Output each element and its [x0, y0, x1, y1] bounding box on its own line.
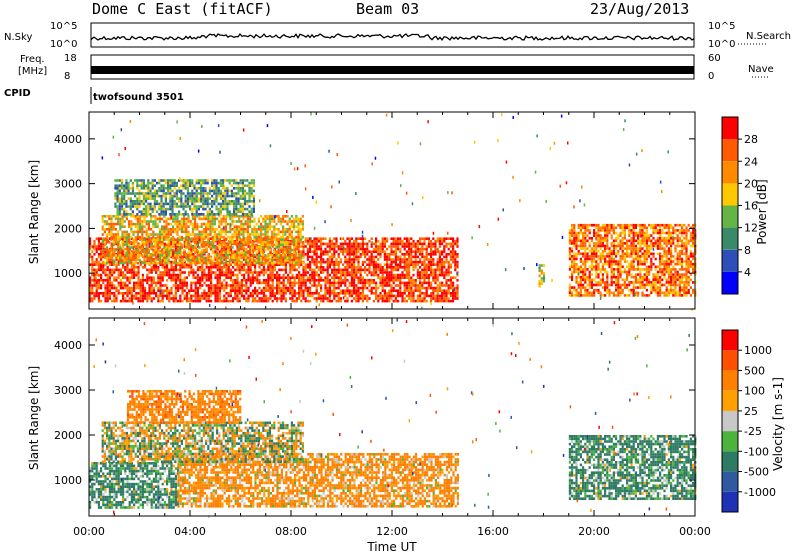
colorbar-swatch	[722, 330, 738, 351]
freq-trace	[91, 66, 694, 74]
colorbar-swatch	[722, 183, 738, 206]
freq-unit-label: [MHz]	[18, 66, 48, 77]
time-tick-label: 04:00	[174, 525, 206, 538]
colorbar-swatch	[722, 139, 738, 162]
power-speckle	[92, 112, 693, 311]
nave-tick-bottom: 0	[708, 71, 715, 82]
nave-tick-top: 60	[708, 53, 721, 64]
power-ylabel: Slant Range [km]	[27, 160, 41, 264]
colorbar-swatch	[722, 205, 738, 228]
power-echo-region-3	[568, 223, 697, 297]
power-echo-region-1	[101, 215, 304, 265]
beam-title: Beam 03	[356, 0, 420, 18]
time-tick-label: 00:00	[73, 525, 105, 538]
velocity-colorbar: 1000 500 100 25 -25 -100 -500 -1000	[721, 329, 776, 513]
colorbar-swatch	[722, 370, 738, 391]
power-ytick-label: 2000	[54, 222, 82, 235]
freq-tick-top: 18	[64, 53, 77, 64]
colorbar-swatch	[722, 117, 738, 140]
colorbar-swatch	[722, 491, 738, 512]
colorbar-tick-label: 100	[744, 385, 765, 398]
nsky-strip-frame	[90, 22, 695, 48]
colorbar-tick-label: -1000	[744, 486, 776, 499]
velocity-speckle	[93, 318, 690, 519]
colorbar-swatch	[722, 249, 738, 272]
velocity-ytick-label: 1000	[54, 474, 82, 487]
site-title: Dome C East (fitACF)	[92, 0, 273, 18]
power-ytick-label: 3000	[54, 178, 82, 191]
colorbar-tick-label: 4	[744, 266, 751, 279]
time-tick-label: 08:00	[275, 525, 307, 538]
colorbar-swatch	[722, 161, 738, 184]
nave-label: Nave	[748, 64, 774, 75]
colorbar-tick-label: 8	[744, 244, 751, 257]
nsky-trace	[90, 33, 695, 42]
power-ytick-label: 1000	[54, 267, 82, 280]
date-title: 23/Aug/2013	[590, 0, 690, 18]
time-tick-label: 20:00	[578, 525, 610, 538]
colorbar-tick-label: -100	[744, 445, 769, 458]
velocity-echo-region-0	[89, 462, 180, 509]
time-xlabel: Time UT	[366, 540, 417, 554]
velocity-echo-region-4	[568, 435, 697, 500]
nsearch-label: N.Search	[746, 31, 792, 42]
cpid-value: twofsound 3501	[93, 92, 184, 103]
colorbar-tick-label: 20	[744, 177, 758, 190]
colorbar-tick-label: 28	[744, 133, 758, 146]
colorbar-swatch	[722, 471, 738, 492]
colorbar-swatch	[722, 431, 738, 452]
colorbar-swatch	[722, 350, 738, 371]
velocity-echo-region-2	[101, 421, 304, 464]
colorbar-tick-label: 25	[744, 405, 758, 418]
power-colorbar-label: Power [dB]	[755, 179, 769, 244]
colorbar-swatch	[722, 410, 738, 432]
colorbar-tick-label: -500	[744, 466, 769, 479]
cpid-label: CPID	[4, 88, 31, 99]
power-echo-region-2	[114, 179, 255, 216]
time-tick-label: 00:00	[679, 525, 711, 538]
velocity-ytick-label: 4000	[54, 339, 82, 352]
nsky-right-tick-top: 10^5	[708, 21, 736, 32]
velocity-echo-region-3	[126, 390, 242, 424]
colorbar-swatch	[722, 271, 738, 294]
colorbar-swatch	[722, 227, 738, 250]
colorbar-tick-label: 16	[744, 200, 758, 213]
colorbar-tick-label: 1000	[744, 344, 772, 357]
velocity-colorbar-label: Velocity [m s-1]	[771, 377, 785, 471]
colorbar-tick-label: 24	[744, 155, 758, 168]
power-panel	[89, 112, 697, 311]
nsky-tick-bottom: 10^0	[50, 39, 78, 50]
freq-label: Freq.	[20, 54, 45, 65]
time-tick-label: 16:00	[477, 525, 509, 538]
velocity-ylabel: Slant Range [km]	[27, 366, 41, 470]
velocity-ytick-label: 2000	[54, 429, 82, 442]
freq-tick-bottom: 8	[64, 71, 71, 82]
time-tick-label: 12:00	[376, 525, 408, 538]
nsky-right-tick-bottom: 10^0	[708, 39, 736, 50]
colorbar-tick-label: 12	[744, 222, 758, 235]
colorbar-tick-label: -25	[744, 425, 762, 438]
colorbar-tick-label: 500	[744, 364, 765, 377]
nsky-tick-top: 10^5	[50, 21, 78, 32]
colorbar-swatch	[722, 451, 738, 472]
velocity-ytick-label: 3000	[54, 384, 82, 397]
power-echo-region-0	[89, 237, 459, 303]
nsky-label: N.Sky	[4, 32, 33, 43]
power-ytick-label: 4000	[54, 133, 82, 146]
power-colorbar: 28 24 20 16 12 8 4	[721, 116, 758, 295]
power-echo-region-4	[538, 264, 546, 288]
colorbar-swatch	[722, 390, 738, 411]
velocity-panel	[89, 318, 697, 519]
